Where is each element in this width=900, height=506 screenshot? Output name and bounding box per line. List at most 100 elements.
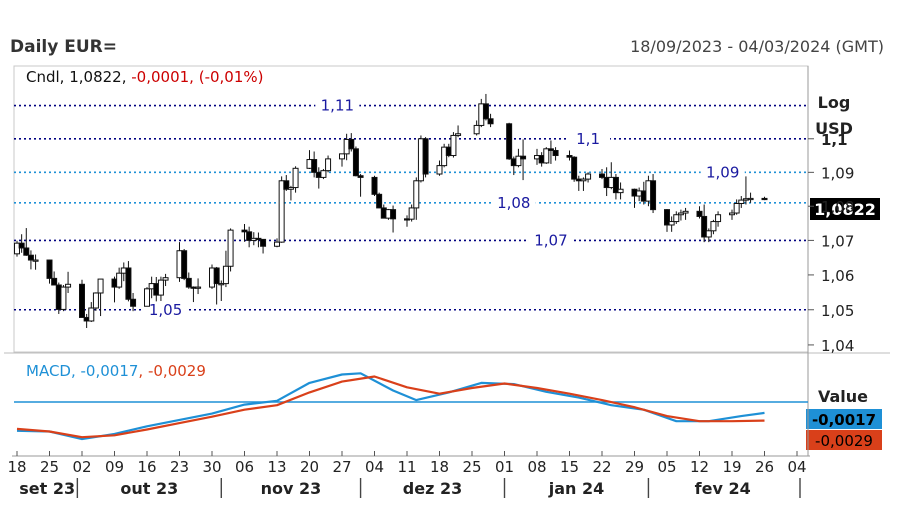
x-tick-label: 01 xyxy=(495,458,514,476)
candle-body xyxy=(455,133,462,136)
candle-body xyxy=(348,138,355,150)
candle-body xyxy=(599,173,605,178)
candle xyxy=(14,240,20,257)
candle-body xyxy=(292,167,299,189)
candle-body xyxy=(376,193,383,209)
candle-body xyxy=(181,250,188,279)
candle xyxy=(612,174,619,200)
candle-body xyxy=(705,230,712,238)
candle-body xyxy=(552,149,559,157)
candle xyxy=(130,292,137,312)
candle xyxy=(580,177,587,191)
candle-body xyxy=(664,209,670,226)
candle-body xyxy=(227,229,234,267)
macd-legend: MACD, -0,0017, -0,0029 xyxy=(26,362,206,380)
candle-body xyxy=(677,212,684,216)
price-tick-label: 1,04 xyxy=(821,337,854,355)
candle-body xyxy=(650,180,657,211)
x-tick-label: 11 xyxy=(397,458,416,476)
macd-value-label: -0,0017 xyxy=(812,411,876,429)
candle xyxy=(738,196,745,208)
candle xyxy=(450,132,457,158)
month-label: fev 24 xyxy=(695,479,751,498)
month-label: nov 23 xyxy=(261,479,322,498)
candle-body xyxy=(371,176,378,195)
macd-legend-value: -0,0017 xyxy=(81,362,139,380)
candle xyxy=(213,266,220,305)
candle xyxy=(696,206,703,219)
candle xyxy=(320,168,327,180)
candle-body xyxy=(580,178,587,182)
candle xyxy=(79,279,85,318)
candle xyxy=(116,267,123,289)
level-label-bg xyxy=(528,229,573,250)
candle xyxy=(547,140,554,164)
candle xyxy=(51,271,58,286)
candle xyxy=(157,276,164,302)
candle-body xyxy=(733,202,740,214)
x-tick-label: 29 xyxy=(625,458,644,476)
candle xyxy=(668,216,675,232)
candle-body xyxy=(46,259,53,279)
x-tick-label: 06 xyxy=(235,458,254,476)
candle-body xyxy=(97,278,104,294)
candle xyxy=(482,93,489,121)
candle xyxy=(413,177,420,220)
candle xyxy=(705,228,712,243)
candle-body xyxy=(668,221,675,226)
x-tick-label: 23 xyxy=(170,458,189,476)
candle-body xyxy=(408,207,415,220)
candle-body xyxy=(390,209,397,220)
candle-body xyxy=(241,229,248,233)
candle xyxy=(515,148,522,168)
candle-body xyxy=(673,214,680,223)
candle xyxy=(673,211,680,224)
price-tick-label: 1,06 xyxy=(821,267,854,285)
candle xyxy=(125,261,132,302)
candle xyxy=(18,234,25,253)
candle xyxy=(278,176,285,243)
x-tick-label: 02 xyxy=(72,458,91,476)
candle-body xyxy=(213,267,220,285)
candle-body xyxy=(88,307,95,322)
candle-body xyxy=(60,286,67,310)
candle xyxy=(218,280,225,302)
candle xyxy=(408,204,415,222)
candle xyxy=(46,259,53,284)
x-tick-label: 15 xyxy=(560,458,579,476)
candle xyxy=(27,250,34,270)
candle-body xyxy=(506,123,513,160)
candle-body xyxy=(422,138,429,175)
level-label: 1,07 xyxy=(534,231,567,249)
candle-body xyxy=(218,283,225,286)
x-tick-label: 04 xyxy=(787,458,806,476)
candle xyxy=(185,272,192,289)
candle-body xyxy=(18,242,25,249)
macd-value-box xyxy=(806,409,882,429)
candle-body xyxy=(27,254,34,261)
candle xyxy=(287,185,294,201)
candle xyxy=(195,278,202,295)
candle-body xyxy=(274,241,280,247)
candle-body xyxy=(482,103,489,120)
candle xyxy=(32,254,39,270)
level-label-bg xyxy=(491,191,536,212)
candle xyxy=(422,137,429,178)
legend-series-label: Cndl xyxy=(26,68,60,86)
candle-body xyxy=(311,159,318,173)
month-label: set 23 xyxy=(19,479,75,498)
macd-legend-title: MACD xyxy=(26,362,71,380)
candle xyxy=(352,146,359,177)
x-tick-label: 05 xyxy=(657,458,676,476)
x-tick-label: 20 xyxy=(300,458,319,476)
x-tick-label: 22 xyxy=(592,458,611,476)
x-tick-label: 12 xyxy=(690,458,709,476)
signal-value-box xyxy=(806,430,882,450)
candle xyxy=(701,204,708,243)
signal-value-label: -0,0029 xyxy=(815,432,873,450)
x-tick-label: 08 xyxy=(527,458,546,476)
candle xyxy=(23,228,30,256)
candle-body xyxy=(92,292,99,309)
candle xyxy=(292,166,299,193)
